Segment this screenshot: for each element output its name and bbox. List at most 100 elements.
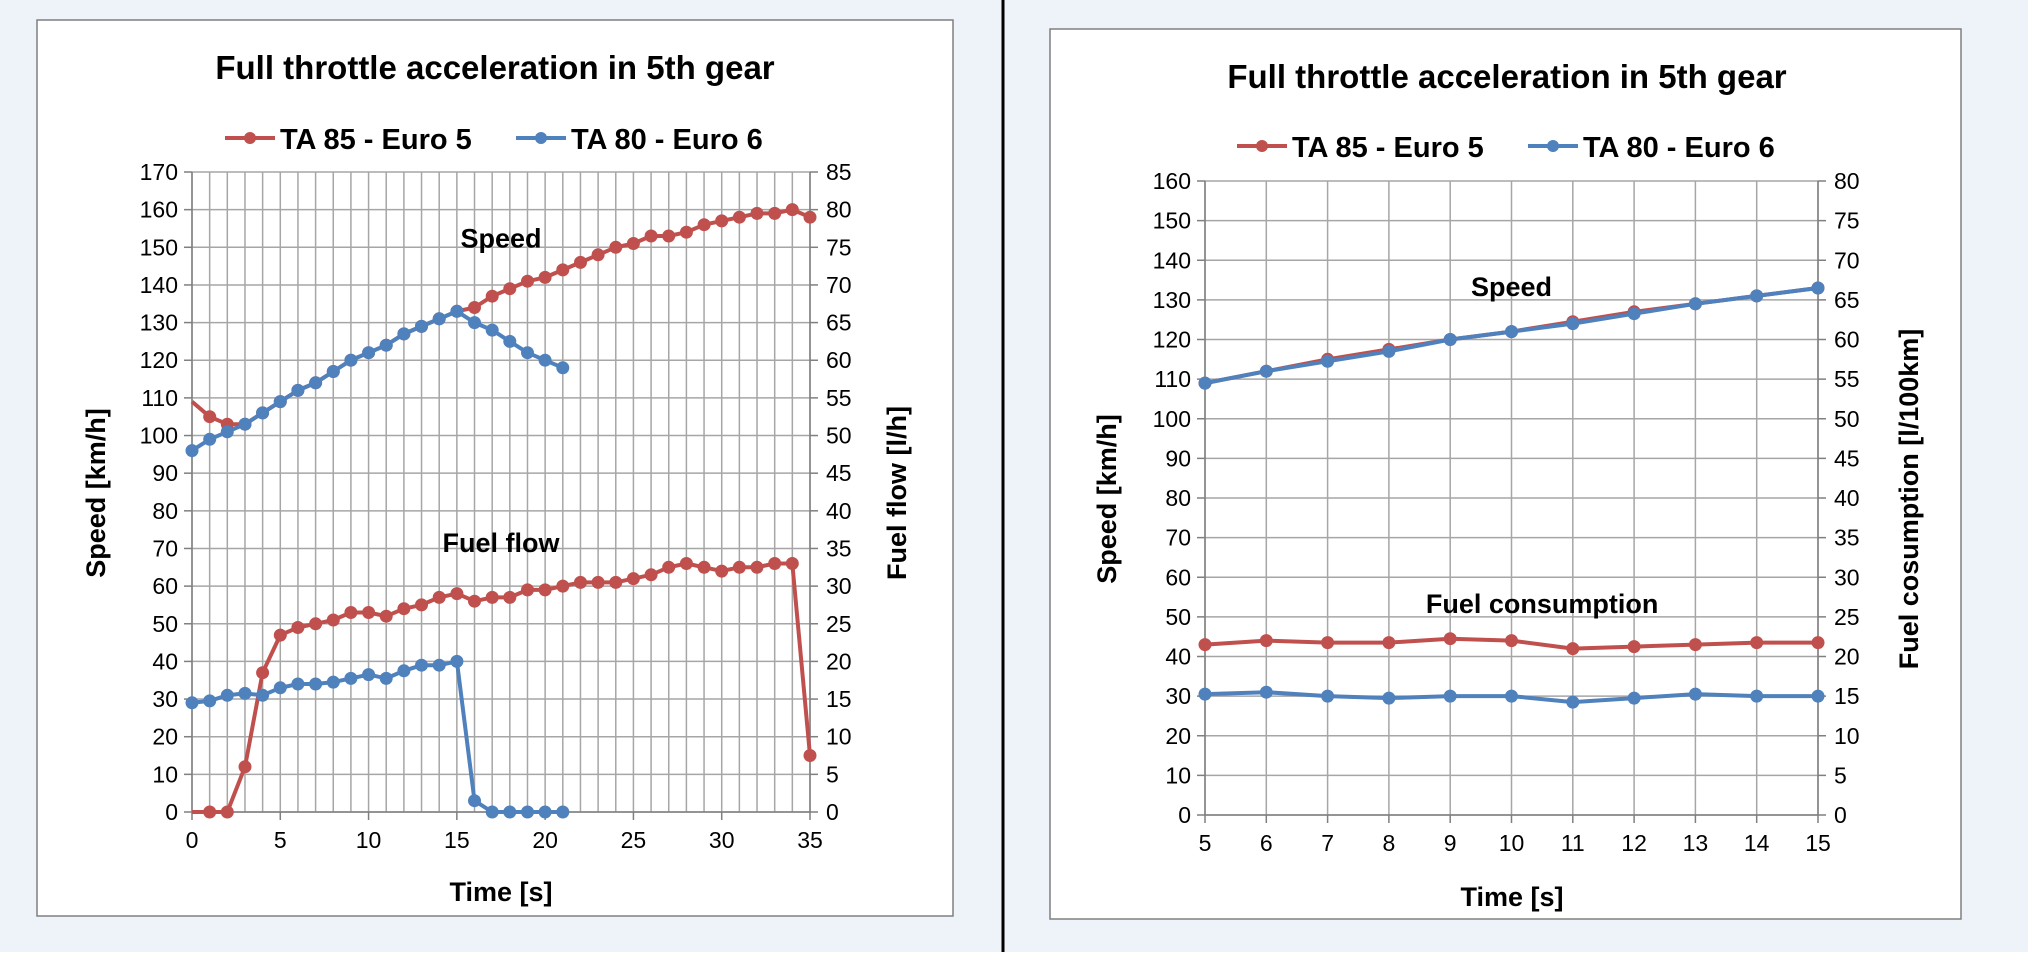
series-line-3 (191, 659, 563, 814)
data-point (273, 628, 287, 642)
y-tick-label: 40 (1165, 644, 1191, 670)
data-point (785, 557, 799, 570)
data-point (1688, 687, 1702, 701)
data-point (344, 671, 358, 685)
legend-label-ta85: TA 85 - Euro 5 (1292, 132, 1484, 164)
y2-tick-label: 65 (1834, 287, 1860, 313)
data-point (591, 575, 605, 589)
x-tick-label: 7 (1321, 830, 1334, 856)
legend-marker-blue (535, 132, 547, 144)
data-point (1382, 691, 1396, 705)
legend-label-ta80: TA 80 - Euro 6 (1583, 132, 1775, 164)
y2-tick-label: 0 (826, 799, 839, 825)
y-tick-label: 160 (140, 197, 178, 223)
y2-tick-label: 65 (826, 310, 852, 336)
data-point (1811, 636, 1825, 650)
x-tick-label: 6 (1260, 830, 1273, 856)
data-point (1321, 636, 1335, 650)
legend-marker-blue (1547, 140, 1559, 152)
data-point (732, 560, 746, 574)
y2-tick-label: 45 (1834, 445, 1860, 471)
data-point (503, 805, 517, 819)
y-tick-label: 110 (1154, 366, 1191, 392)
data-point (556, 361, 570, 375)
y-axis-label: Speed [km/h] (81, 408, 111, 578)
data-point (450, 304, 464, 318)
data-point (1566, 695, 1580, 709)
data-point (344, 606, 358, 619)
data-point (768, 206, 782, 220)
data-point (697, 218, 711, 232)
data-point (1811, 281, 1825, 295)
data-point (1627, 640, 1641, 654)
y2-tick-label: 10 (1834, 723, 1860, 749)
y-tick-label: 110 (141, 385, 178, 411)
y2-tick-label: 35 (1834, 525, 1860, 551)
data-point (538, 270, 552, 284)
x-tick-label: 15 (1805, 830, 1831, 856)
x-tick-label: 35 (797, 827, 823, 853)
x-tick-label: 0 (186, 827, 199, 853)
data-point (574, 575, 587, 589)
y2-tick-label: 80 (826, 197, 852, 223)
y2-axis-label: Fuel flow [l/h] (882, 406, 912, 580)
y-tick-label: 160 (1153, 168, 1191, 194)
x-tick-label: 13 (1683, 830, 1709, 856)
data-point (220, 425, 234, 439)
axes: 0102030405060708090100110120130140150160… (1153, 168, 1860, 856)
data-point (1688, 638, 1702, 652)
data-point (1198, 638, 1212, 652)
annotations: Speed Fuel consumption (1426, 272, 1659, 619)
y-tick-label: 30 (152, 686, 178, 712)
data-point (679, 225, 693, 239)
y-tick-label: 170 (140, 159, 178, 185)
data-point (273, 681, 287, 695)
y-tick-label: 0 (165, 799, 178, 825)
data-point (1443, 632, 1457, 646)
data-point (503, 334, 517, 348)
data-point (203, 410, 217, 424)
data-point (556, 805, 570, 819)
x-tick-label: 30 (709, 827, 735, 853)
y-tick-label: 20 (152, 724, 178, 750)
y-tick-label: 130 (1153, 287, 1191, 313)
data-point (1198, 687, 1212, 701)
x-tick-label: 10 (356, 827, 382, 853)
data-point (1505, 689, 1518, 703)
y2-tick-label: 35 (826, 535, 852, 561)
data-point (521, 583, 534, 597)
y-tick-label: 0 (1178, 802, 1191, 828)
data-point (238, 686, 252, 700)
y2-tick-label: 40 (826, 498, 852, 524)
data-point (468, 594, 481, 608)
y2-tick-label: 85 (826, 159, 852, 185)
series-line-1 (190, 309, 564, 453)
y2-tick-label: 80 (1834, 168, 1860, 194)
x-tick-label: 14 (1744, 830, 1770, 856)
data-point (379, 338, 393, 352)
chart-right: Full throttle acceleration in 5th gear T… (1049, 28, 1962, 920)
y2-tick-label: 60 (1834, 327, 1860, 353)
data-point (1566, 317, 1580, 331)
data-point (1750, 289, 1764, 303)
data-point (750, 206, 764, 220)
y-tick-label: 100 (140, 423, 178, 449)
chart-title: Full throttle acceleration in 5th gear (1227, 58, 1786, 95)
y2-tick-label: 75 (1834, 208, 1860, 234)
y-tick-label: 150 (1153, 208, 1191, 234)
data-point (415, 598, 428, 612)
y-tick-label: 50 (152, 611, 178, 637)
data-point (468, 316, 481, 330)
data-point (521, 346, 534, 360)
data-point (1198, 376, 1212, 390)
y-tick-label: 80 (152, 498, 178, 524)
y2-tick-label: 5 (1834, 762, 1847, 788)
data-point (521, 274, 534, 288)
x-tick-label: 10 (1499, 830, 1525, 856)
data-point (750, 560, 764, 574)
x-tick-label: 15 (444, 827, 470, 853)
y2-tick-label: 75 (826, 234, 852, 260)
data-point (379, 609, 393, 623)
data-point (538, 805, 552, 819)
